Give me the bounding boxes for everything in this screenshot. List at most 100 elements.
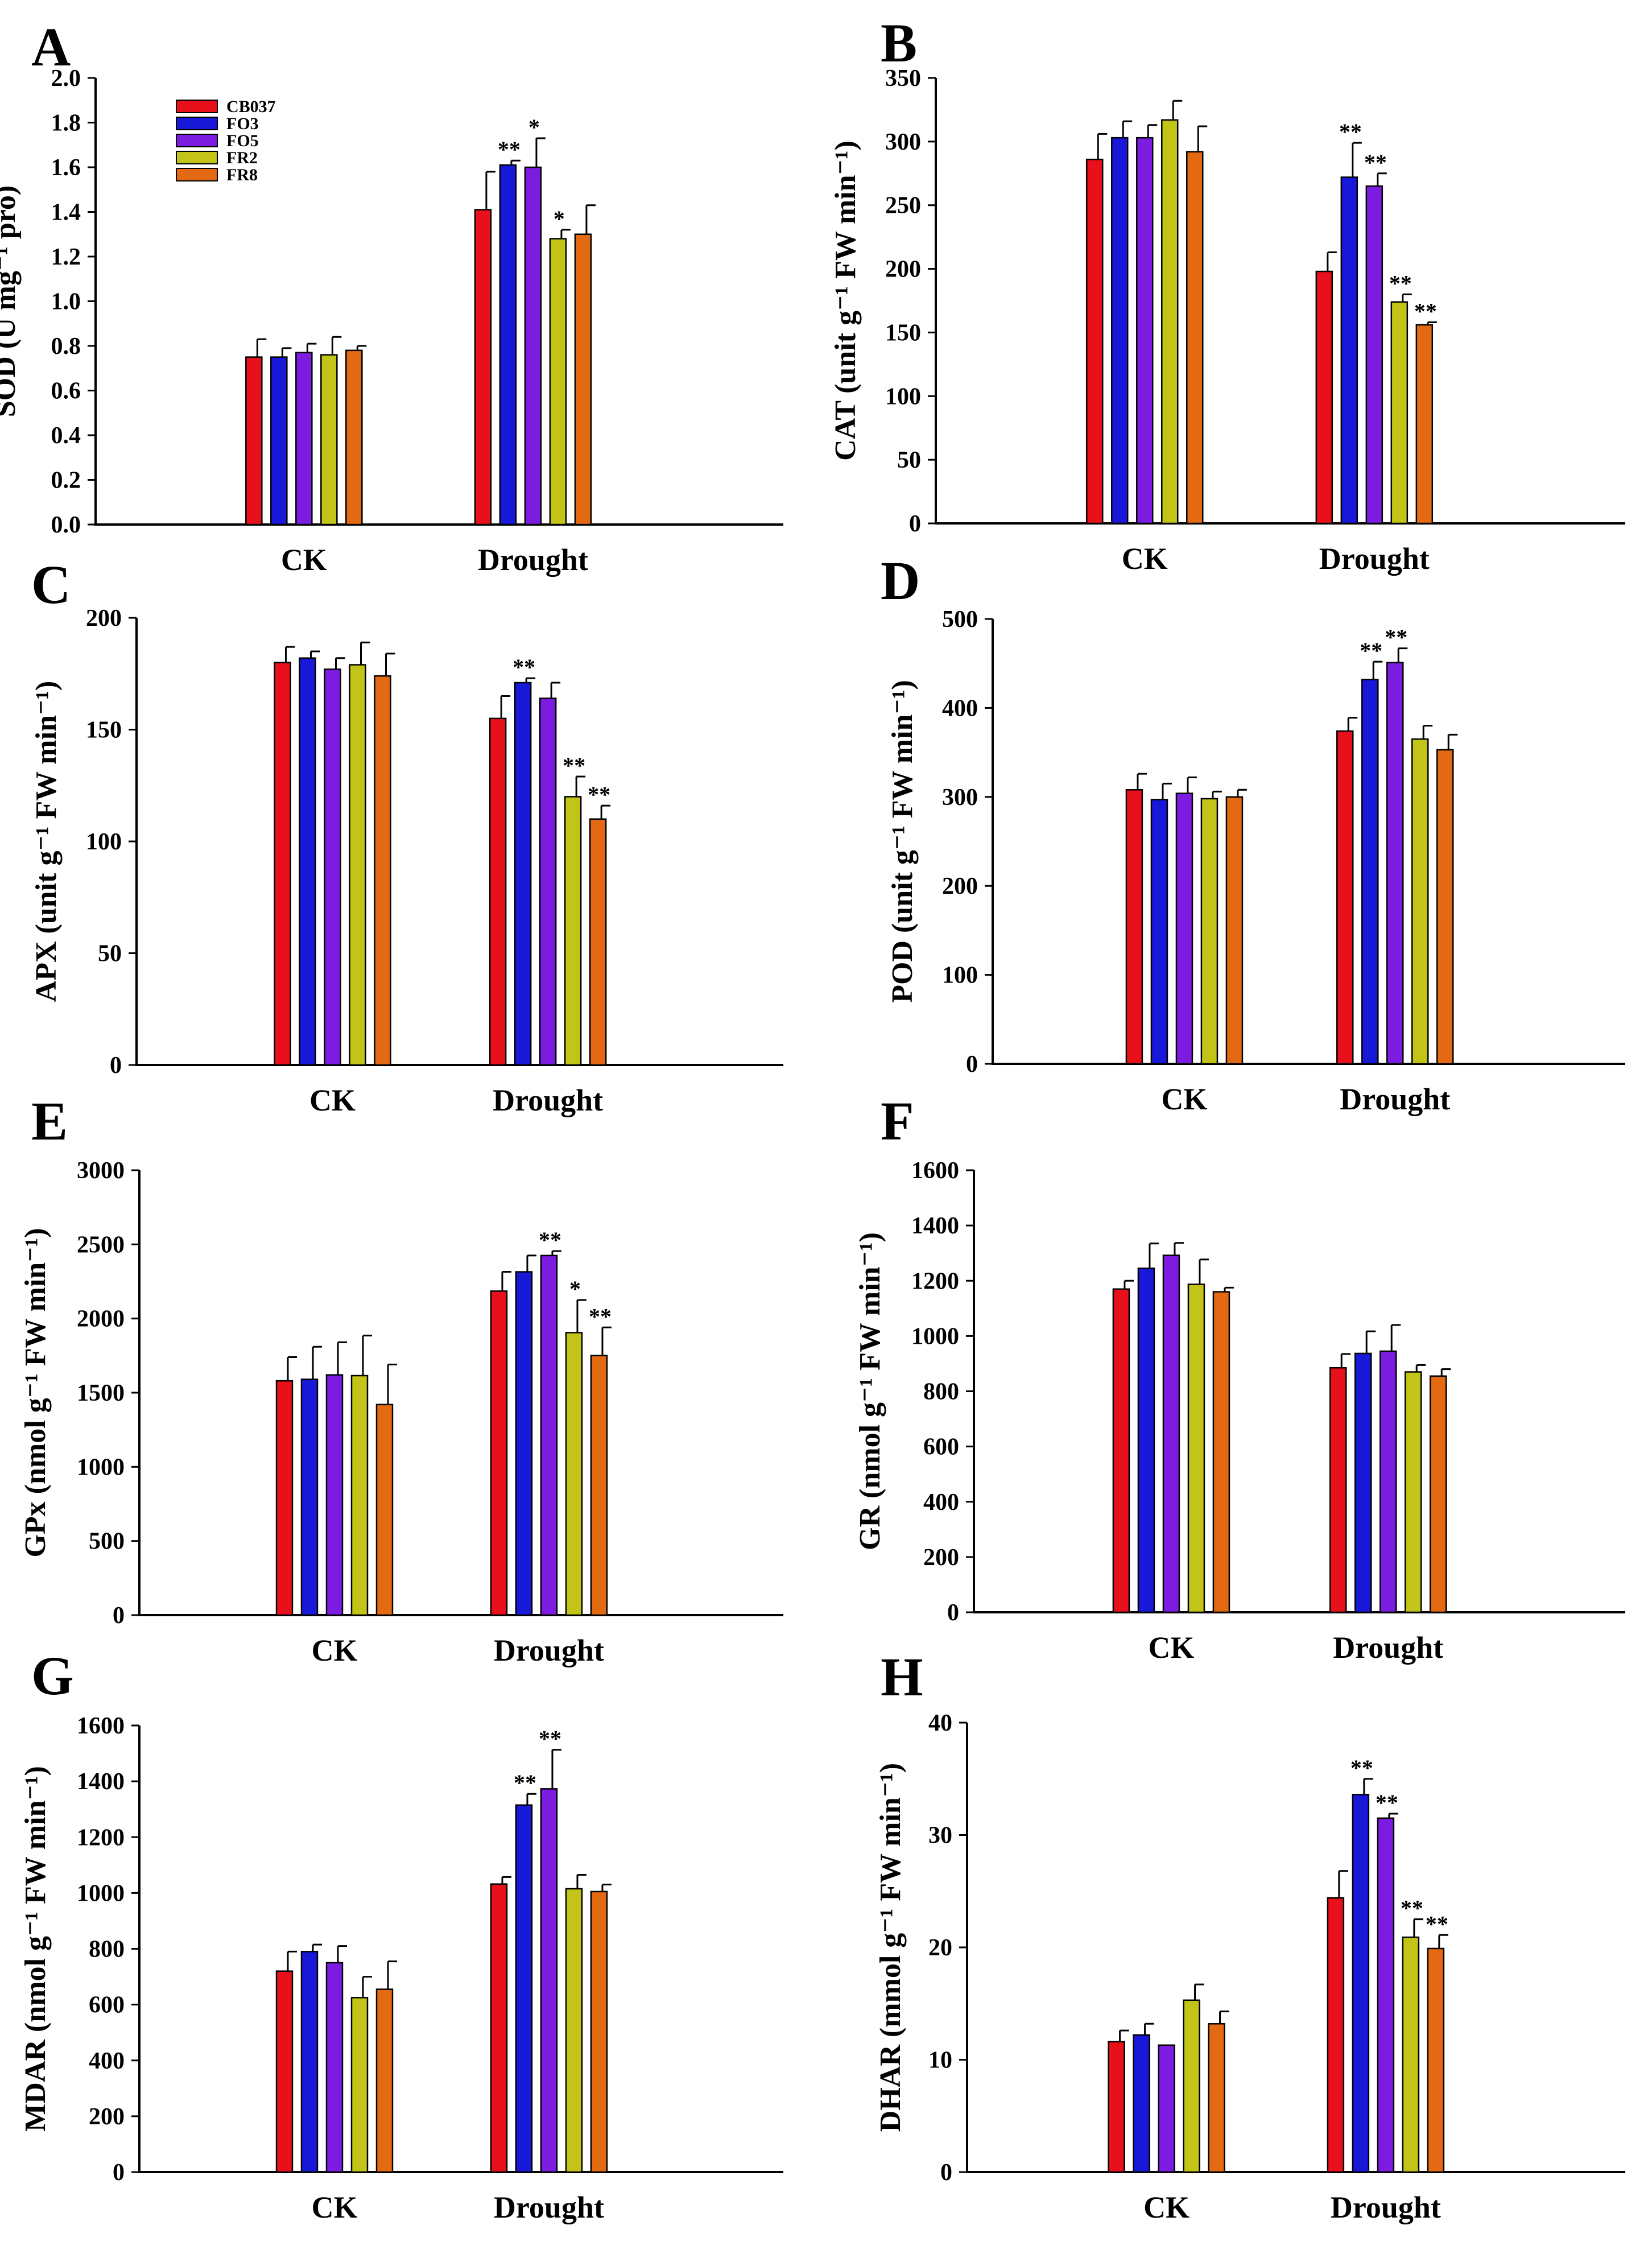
- significance-mark: **: [563, 753, 585, 778]
- bar-fr2-ck: [350, 1997, 369, 2173]
- y-tick-label: 50: [897, 447, 921, 473]
- bar-fo5-drought: [539, 697, 557, 1066]
- bar-cb037-ck: [275, 1380, 294, 1616]
- category-label-ck: CK: [281, 543, 327, 577]
- y-tick-label: 0: [947, 1600, 959, 1626]
- bar-fo5-ck: [324, 668, 341, 1066]
- bar-fr2-ck: [349, 664, 366, 1066]
- bar-fo3-drought: [1352, 1794, 1370, 2173]
- bar-fr8-drought: [590, 1890, 608, 2173]
- bar-fo3-drought: [1361, 679, 1379, 1065]
- bar-fo5-ck: [325, 1962, 344, 2173]
- category-label-drought: Drought: [478, 543, 588, 577]
- significance-mark: *: [569, 1276, 581, 1302]
- significance-mark: **: [1339, 119, 1362, 145]
- bar-fo5-drought: [540, 1788, 558, 2173]
- bar-fo3-drought: [515, 1271, 533, 1616]
- category-label-drought: Drought: [1331, 2190, 1441, 2224]
- bar-fo3-drought: [515, 1804, 533, 2173]
- significance-mark: **: [498, 137, 521, 162]
- panel-e: E 0 500 1000 1500 2000 2500 3000 GPx (nmol g⁻¹ F…: [19, 1091, 783, 1667]
- bar-fr8-ck: [1212, 1291, 1230, 1613]
- significance-mark: **: [1376, 1790, 1398, 1815]
- y-axis-label: POD (unit g⁻¹ FW min⁻¹): [886, 680, 919, 1003]
- bar-fr2-drought: [564, 796, 582, 1066]
- panel-label: A: [31, 16, 71, 77]
- bar-cb037-drought: [1327, 1897, 1345, 2173]
- significance-mark: **: [1389, 270, 1412, 296]
- bar-fr2-drought: [1411, 738, 1429, 1065]
- y-tick-label: 0.0: [51, 512, 81, 538]
- y-tick-label: 200: [942, 873, 978, 899]
- bar-cb037-ck: [1085, 158, 1104, 525]
- legend-label-cb037: CB037: [226, 97, 276, 116]
- bar-cb037-ck: [274, 662, 291, 1066]
- legend-label-fr2: FR2: [226, 148, 258, 167]
- y-tick-label: 250: [885, 193, 921, 219]
- bar-fr8-ck: [1225, 796, 1244, 1065]
- y-tick-label: 1200: [911, 1268, 959, 1294]
- bar-fr2-ck: [350, 1374, 369, 1616]
- y-tick-label: 1.8: [51, 110, 81, 137]
- y-tick-label: 1000: [77, 1880, 125, 1906]
- y-tick-label: 150: [86, 717, 122, 744]
- bar-fr8-drought: [589, 818, 607, 1066]
- significance-mark: **: [1426, 1911, 1448, 1937]
- y-tick-label: 600: [89, 1992, 125, 2018]
- y-tick-label: 1000: [77, 1454, 125, 1480]
- panel-a: A 0.0 0.2 0.4 0.6 0.8 1.0 1.2 1.4 1.6 1.8 2.0 SOD (U…: [0, 16, 783, 577]
- bar-fr2-ck: [1160, 119, 1179, 525]
- bar-fr2-ck: [1187, 1283, 1205, 1613]
- panel-label: D: [881, 550, 920, 611]
- y-tick-label: 0: [940, 2160, 952, 2186]
- y-tick-label: 0.2: [51, 468, 81, 494]
- y-tick-label: 0: [113, 1603, 125, 1629]
- bar-fo3-ck: [270, 356, 288, 526]
- y-tick-label: 100: [86, 829, 122, 855]
- bar-fr2-drought: [1404, 1371, 1422, 1613]
- panel-c: C 0 50 100 150 200 APX (unit g⁻¹ FW min⁻¹) CK Dr…: [30, 554, 783, 1117]
- bar-cb037-drought: [1315, 270, 1333, 525]
- y-tick-label: 2000: [77, 1306, 125, 1332]
- y-tick-label: 300: [885, 129, 921, 155]
- bar-fo5-drought: [540, 1254, 558, 1616]
- y-tick-label: 1.6: [51, 155, 81, 181]
- y-tick-label: 2500: [77, 1232, 125, 1258]
- y-tick-label: 20: [928, 1935, 952, 1961]
- panel-label: F: [881, 1091, 914, 1151]
- legend-swatch-fo5: [176, 134, 218, 147]
- bar-fr2-ck: [320, 354, 338, 526]
- bar-fo3-ck: [1110, 137, 1129, 525]
- y-tick-label: 500: [942, 606, 978, 633]
- panel-label: B: [881, 13, 917, 73]
- y-tick-label: 200: [923, 1545, 959, 1571]
- bar-fr8-ck: [375, 1988, 394, 2173]
- legend-swatch-fr2: [176, 151, 218, 164]
- bar-fr8-ck: [1186, 151, 1204, 525]
- bar-fo5-drought: [1386, 662, 1404, 1065]
- significance-mark: *: [554, 206, 565, 232]
- panel-h: H 0 10 20 30 40 DHAR (mmol g⁻¹ FW min⁻¹) CK Drou…: [874, 1646, 1625, 2224]
- y-tick-label: 100: [942, 963, 978, 989]
- significance-mark: **: [1414, 299, 1437, 324]
- category-label-drought: Drought: [494, 2190, 604, 2224]
- bar-cb037-drought: [490, 1883, 508, 2173]
- y-tick-label: 800: [89, 1937, 125, 1963]
- significance-mark: **: [1364, 150, 1387, 175]
- y-axis-label: APX (unit g⁻¹ FW min⁻¹): [30, 681, 63, 1002]
- bar-fr8-drought: [590, 1355, 608, 1616]
- y-tick-label: 0: [110, 1052, 122, 1079]
- bar-fo3-ck: [299, 657, 316, 1066]
- bar-fo5-ck: [1158, 2044, 1175, 2173]
- bar-cb037-ck: [245, 356, 263, 526]
- y-tick-label: 100: [885, 383, 921, 410]
- bar-fo5-ck: [1175, 792, 1193, 1065]
- bar-fo5-ck: [1162, 1254, 1180, 1613]
- category-label-ck: CK: [311, 1633, 357, 1667]
- bar-fr8-ck: [345, 349, 363, 526]
- significance-mark: **: [1385, 625, 1407, 650]
- bar-fo3-ck: [1150, 799, 1168, 1065]
- bar-fo3-ck: [300, 1378, 319, 1616]
- category-label-drought: Drought: [1319, 542, 1430, 576]
- bar-fr2-drought: [1402, 1936, 1420, 2173]
